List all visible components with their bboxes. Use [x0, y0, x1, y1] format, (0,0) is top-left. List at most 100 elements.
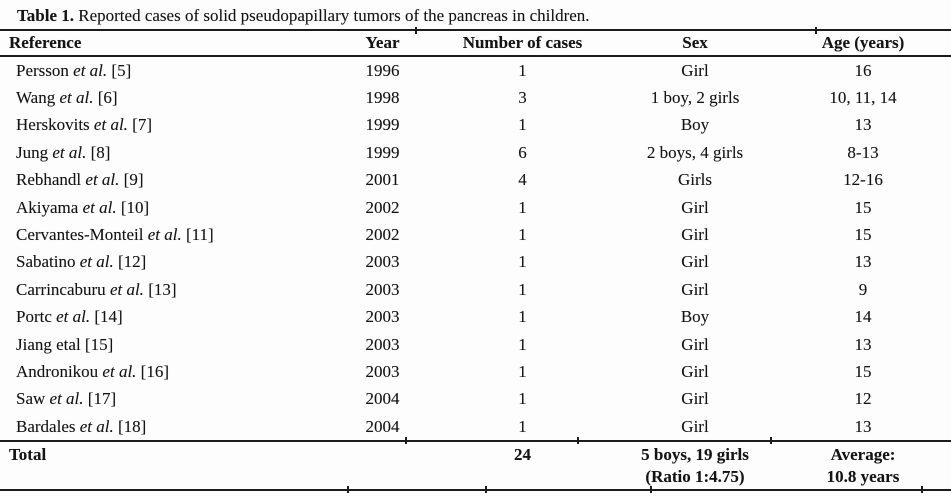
table-row: Akiyama et al. [10] 2002 1 Girl 15 — [0, 194, 951, 221]
cell-cases: 1 — [518, 279, 527, 299]
reference-name: Carrincaburu — [16, 279, 106, 299]
cell-sex: Girl — [681, 279, 709, 299]
cell-cases: 1 — [518, 197, 527, 217]
cell-reference: Sabatino et al. [12] — [0, 249, 335, 276]
column-tick — [485, 486, 487, 493]
cases-table: Reference Year Number of cases Sex Age (… — [0, 31, 951, 492]
column-tick — [921, 486, 923, 493]
total-year — [335, 440, 430, 492]
cell-cases: 1 — [518, 252, 527, 272]
table-row: Saw et al. [17] 2004 1 Girl 12 — [0, 386, 951, 413]
cell-cases: 1 — [518, 416, 527, 436]
cell-year: 1999 — [365, 115, 400, 135]
reference-etal: et al. — [85, 170, 120, 190]
column-tick — [770, 437, 772, 444]
reference-citation: [12] — [118, 252, 147, 272]
col-header-number-of-cases: Number of cases — [430, 31, 615, 57]
reference-etal: et al. — [147, 225, 182, 245]
cell-reference: Saw et al. [17] — [0, 386, 335, 413]
total-sex-line2: (Ratio 1:4.75) — [645, 467, 745, 487]
cell-sex: Girls — [678, 170, 712, 190]
reference-etal: et al. — [109, 279, 144, 299]
cell-sex: Girl — [681, 389, 709, 409]
reference-name: Herskovits — [16, 115, 90, 135]
reference-citation: [11] — [185, 225, 214, 245]
cell-reference: Rebhandl et al. [9] — [0, 167, 335, 194]
cell-year: 2001 — [365, 170, 400, 190]
reference-name: Sabatino — [16, 252, 76, 272]
reference-etal: et al. — [79, 416, 114, 436]
col-header-age: Age (years) — [775, 31, 951, 57]
cell-cases: 1 — [518, 361, 527, 381]
reference-citation: [6] — [97, 88, 118, 108]
cell-age: 13 — [854, 252, 872, 272]
col-header-year: Year — [335, 31, 430, 57]
reference-citation: [7] — [132, 115, 152, 135]
cell-sex: Girl — [681, 197, 709, 217]
reference-name: Jung — [16, 142, 49, 162]
cell-age: 12-16 — [843, 170, 883, 190]
cell-year: 2004 — [365, 416, 400, 436]
reference-citation: [16] — [140, 361, 169, 381]
column-tick — [815, 27, 817, 34]
cell-year: 2002 — [365, 225, 400, 245]
total-sex: 5 boys, 19 girls (Ratio 1:4.75) — [615, 440, 775, 492]
reference-citation: [14] — [94, 307, 123, 327]
cell-cases: 1 — [518, 115, 527, 135]
reference-citation: [9] — [123, 170, 144, 190]
reference-name: Persson — [16, 60, 69, 80]
cell-reference: Bardales et al. [18] — [0, 413, 335, 441]
reference-name: Portc — [16, 307, 52, 327]
total-row: Total 24 5 boys, 19 girls (Ratio 1:4.75)… — [0, 440, 951, 492]
table-row: Sabatino et al. [12] 2003 1 Girl 13 — [0, 249, 951, 276]
table-row: Jung et al. [8] 1999 6 2 boys, 4 girls 8-13 — [0, 139, 951, 166]
reference-citation: [18] — [117, 416, 147, 436]
reference-name: Bardales — [16, 416, 76, 436]
cell-year: 2003 — [365, 307, 400, 327]
cell-sex: Girl — [681, 60, 709, 80]
table-row: Jiang etal [15] 2003 1 Girl 13 — [0, 331, 951, 358]
reference-name: Cervantes-Monteil — [16, 225, 144, 245]
cell-reference: Herskovits et al. [7] — [0, 112, 335, 139]
cell-age: 14 — [854, 307, 872, 327]
reference-name: Akiyama — [16, 197, 79, 217]
cell-year: 1998 — [365, 88, 400, 108]
reference-name: Andronikou — [16, 361, 99, 381]
table-row: Cervantes-Monteil et al. [11] 2002 1 Girl 15 — [0, 221, 951, 248]
reference-name: Wang — [16, 88, 56, 108]
reference-etal: et al. — [59, 88, 94, 108]
cell-reference: Jung et al. [8] — [0, 139, 335, 166]
table-row: Persson et al. [5] 1996 1 Girl 16 — [0, 56, 951, 84]
cell-reference: Andronikou et al. [16] — [0, 358, 335, 385]
cell-sex: Girl — [681, 252, 709, 272]
total-age: Average: 10.8 years — [775, 440, 951, 492]
cell-sex: Girl — [681, 361, 709, 381]
cell-cases: 1 — [518, 334, 527, 354]
reference-citation: [10] — [120, 197, 150, 217]
cell-age: 15 — [854, 197, 872, 217]
cell-cases: 1 — [518, 225, 527, 245]
cell-sex: Girl — [681, 334, 709, 354]
cell-reference: Akiyama et al. [10] — [0, 194, 335, 221]
reference-etal: et al. — [56, 307, 91, 327]
reference-etal: et al. — [49, 389, 84, 409]
cell-age: 13 — [854, 334, 872, 354]
cell-age: 15 — [854, 225, 872, 245]
cell-age: 12 — [854, 389, 872, 409]
cell-sex: 2 boys, 4 girls — [646, 142, 744, 162]
cell-year: 2003 — [365, 334, 400, 354]
table-caption: Table 1. Reported cases of solid pseudop… — [17, 4, 943, 28]
reference-citation: [17] — [87, 389, 117, 409]
cell-sex: 1 boy, 2 girls — [650, 88, 740, 108]
reference-etal: et al. — [73, 60, 108, 80]
total-cases: 24 — [430, 440, 615, 492]
column-tick — [347, 486, 349, 493]
column-tick — [415, 27, 417, 34]
cell-reference: Persson et al. [5] — [0, 56, 335, 84]
reference-etal: et al. — [79, 252, 114, 272]
cell-cases: 1 — [518, 60, 527, 80]
cell-cases: 1 — [518, 307, 527, 327]
reference-citation: [8] — [90, 142, 111, 162]
cell-cases: 6 — [518, 142, 527, 162]
